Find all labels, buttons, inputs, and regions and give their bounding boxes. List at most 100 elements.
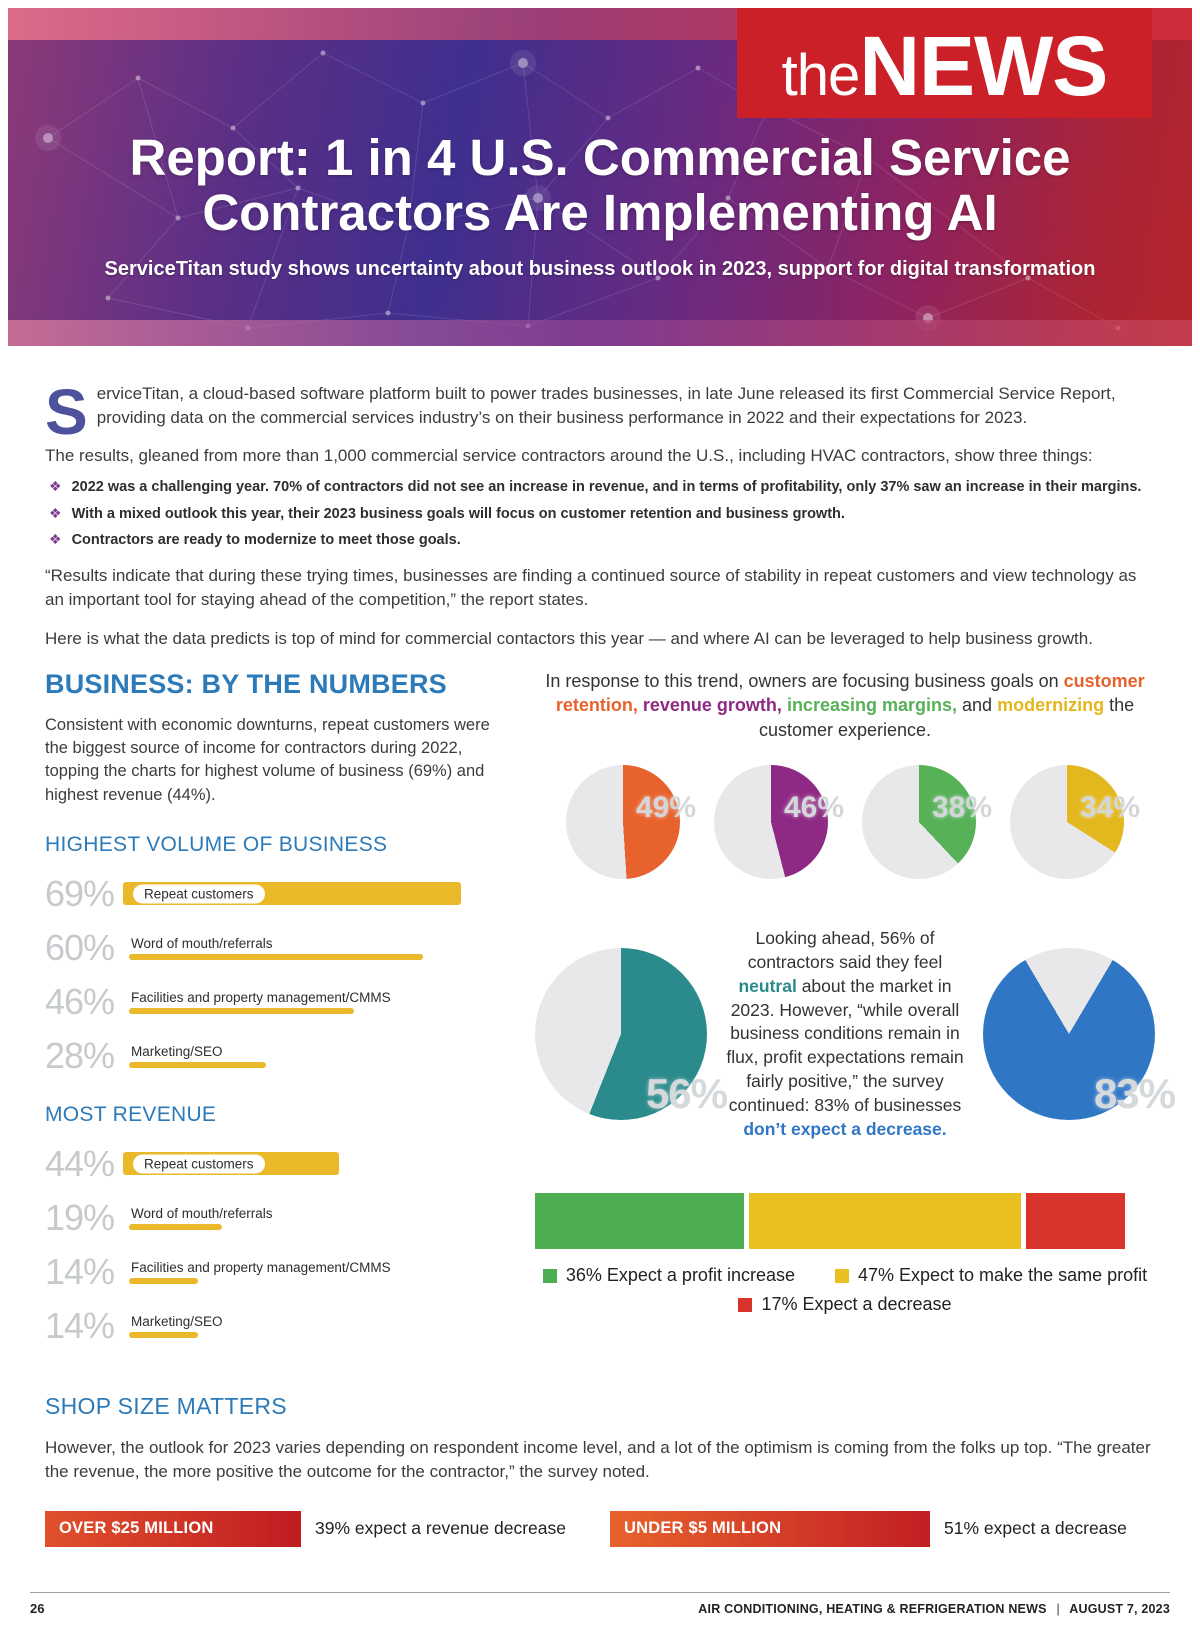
goals-intro-and: and: [962, 695, 993, 716]
pie-value-label: 46%: [783, 791, 844, 825]
bar-value: 44%: [45, 1143, 115, 1185]
header-bottom-band: [8, 320, 1192, 346]
footer-separator: |: [1056, 1602, 1061, 1616]
diamond-bullet-icon: ❖: [49, 504, 62, 521]
badge-under-5-million: UNDER $5 MILLION: [610, 1510, 930, 1547]
pie-chart-modernizing: 34%: [1010, 765, 1140, 880]
pie-chart-neutral-56: 56%: [535, 948, 728, 1121]
bar-value: 28%: [45, 1035, 115, 1077]
pie-value-label: 49%: [635, 791, 696, 825]
bar-segment-same: [748, 1193, 1022, 1250]
list-item: ❖ With a mixed outlook this year, their …: [49, 503, 1155, 524]
list-item-text: With a mixed outlook this year, their 20…: [71, 505, 845, 522]
legend-label: 47% Expect to make the same profit: [857, 1265, 1148, 1286]
goal-term-modernizing: modernizing: [997, 695, 1105, 716]
bar-segment-decrease: [1026, 1193, 1125, 1250]
section-heading-shop-size: SHOP SIZE MATTERS: [45, 1393, 287, 1420]
title-line-1: Report: 1 in 4 U.S. Commercial Service: [129, 129, 1071, 186]
goals-intro-post: the customer experience.: [758, 695, 1135, 741]
pie-value-label: 34%: [1079, 791, 1140, 825]
legend-row-1: 36% Expect a profit increase 47% Expect …: [535, 1265, 1155, 1286]
bar-label: Word of mouth/referrals: [131, 936, 273, 952]
profit-expectation-stacked-bar: [535, 1193, 1125, 1250]
outlook-text-2: about the market in 2023. However, “whil…: [726, 975, 964, 1115]
legend-row-2: 17% Expect a decrease: [535, 1294, 1155, 1315]
list-item-text: Contractors are ready to modernize to me…: [71, 531, 461, 548]
intro-paragraph-1-text: erviceTitan, a cloud-based software plat…: [96, 384, 1116, 428]
bar-label: Repeat customers: [133, 1154, 265, 1174]
two-column-layout: BUSINESS: BY THE NUMBERS Consistent with…: [45, 669, 1176, 1360]
chart-heading-volume: HIGHEST VOLUME OF BUSINESS: [45, 833, 388, 857]
pie-slice: [535, 948, 707, 1121]
revenue-bar-chart: 44% Repeat customers 19% Word of mouth/r…: [45, 1143, 505, 1347]
shop-size-paragraph: However, the outlook for 2023 varies dep…: [45, 1438, 1151, 1482]
pie-chart-customer-retention: 49%: [566, 765, 696, 880]
bar: [129, 1008, 355, 1015]
goals-column: In response to this trend, owners are fo…: [535, 669, 1176, 1360]
bar-row: 46% Facilities and property management/C…: [45, 981, 505, 1023]
chart-heading-revenue: MOST REVENUE: [45, 1103, 217, 1127]
bar: [129, 1062, 267, 1069]
volume-bar-chart: 69% Repeat customers 60% Word of mouth/r…: [45, 873, 505, 1077]
bar-value: 46%: [45, 981, 115, 1023]
page-number: 26: [30, 1601, 45, 1616]
badge-over-25-million: OVER $25 MILLION: [45, 1510, 301, 1547]
legend-swatch-yellow: [834, 1268, 849, 1283]
shop-size-section: SHOP SIZE MATTERS However, the outlook f…: [45, 1393, 1155, 1547]
section-heading-business: BUSINESS: BY THE NUMBERS: [45, 668, 447, 699]
pie-chart-increasing-margins: 38%: [862, 765, 992, 880]
network-graphic: [35, 50, 1121, 331]
pie-value-label: 56%: [645, 1070, 728, 1118]
issue-date: AUGUST 7, 2023: [1069, 1602, 1170, 1616]
shop-size-stats: OVER $25 MILLION 39% expect a revenue de…: [45, 1510, 1155, 1547]
bar-label: Repeat customers: [133, 884, 265, 904]
pie-slice: [862, 765, 976, 880]
pie-slice: [566, 765, 680, 880]
bar-segment-increase: [535, 1193, 744, 1250]
pie-value-label: 38%: [931, 791, 992, 825]
bar: [129, 1224, 223, 1231]
stat-text: 39% expect a revenue decrease: [315, 1518, 566, 1539]
article-subtitle: ServiceTitan study shows uncertainty abo…: [104, 258, 1096, 281]
bar-value: 14%: [45, 1305, 115, 1347]
logo-news-text: NEWS: [859, 19, 1108, 113]
bar: [129, 954, 423, 961]
bar-value: 69%: [45, 873, 115, 915]
pie-chart-no-decrease-83: 83%: [983, 948, 1176, 1121]
by-the-numbers-column: BUSINESS: BY THE NUMBERS Consistent with…: [45, 669, 505, 1360]
goal-term-revenue-growth: revenue growth,: [642, 695, 782, 716]
goals-intro-text: In response to this trend, owners are fo…: [535, 669, 1155, 743]
business-intro-text: Consistent with economic downturns, repe…: [45, 715, 490, 804]
bar-row: 14% Facilities and property management/C…: [45, 1251, 505, 1293]
legend-item: 36% Expect a profit increase: [542, 1265, 795, 1286]
goal-term-customer-retention: customer retention,: [555, 670, 1145, 716]
intro-paragraph-3: Here is what the data predicts is top of…: [45, 628, 1093, 648]
bar-value: 19%: [45, 1197, 115, 1239]
intro-paragraph-2: The results, gleaned from more than 1,00…: [45, 446, 1093, 466]
legend-label: 17% Expect a decrease: [761, 1294, 952, 1315]
market-outlook-block: 56% Looking ahead, 56% of contractors sa…: [535, 927, 1176, 1141]
bar-row: 69% Repeat customers: [45, 873, 505, 915]
legend-item: 17% Expect a decrease: [738, 1294, 952, 1315]
legend-item: 47% Expect to make the same profit: [834, 1265, 1148, 1286]
bar-row: 44% Repeat customers: [45, 1143, 505, 1185]
publication-line: AIR CONDITIONING, HEATING & REFRIGERATIO…: [698, 1602, 1170, 1616]
bar-row: 19% Word of mouth/referrals: [45, 1197, 505, 1239]
list-item: ❖ Contractors are ready to modernize to …: [49, 529, 1155, 550]
title-line-2: Contractors Are Implementing AI: [202, 184, 998, 242]
outlook-paragraph: Looking ahead, 56% of contractors said t…: [719, 927, 971, 1141]
quote-paragraph: “Results indicate that during these tryi…: [45, 566, 1137, 610]
list-item-text: 2022 was a challenging year. 70% of cont…: [71, 479, 1142, 496]
bar-label: Marketing/SEO: [131, 1044, 223, 1060]
bar-row: 28% Marketing/SEO: [45, 1035, 505, 1077]
logo-the-text: the: [781, 43, 861, 108]
bar-value: 14%: [45, 1251, 115, 1293]
legend-swatch-green: [542, 1268, 557, 1283]
stat-text: 51% expect a decrease: [944, 1518, 1127, 1539]
bar-label: Facilities and property management/CMMS: [131, 1260, 391, 1276]
pie-slice: [1010, 765, 1124, 880]
pie-value-label: 83%: [1093, 1070, 1176, 1118]
